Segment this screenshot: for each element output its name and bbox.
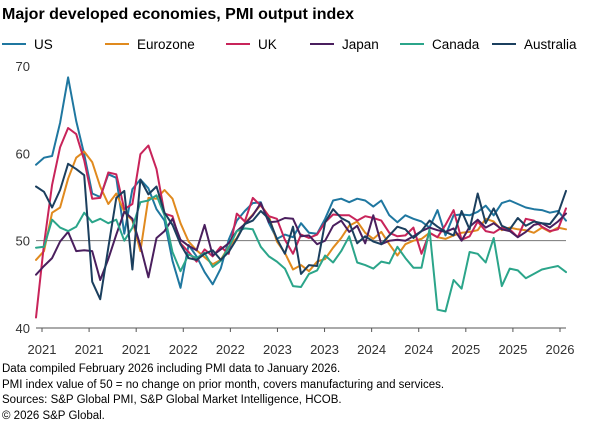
series-line-eurozone	[35, 150, 567, 273]
legend-item-us: US	[2, 35, 53, 53]
legend-label: Japan	[342, 36, 379, 52]
note-sources: Sources: S&P Global PMI, S&P Global Mark…	[2, 394, 342, 406]
y-tick-label: 70	[16, 59, 30, 74]
series-line-australia	[35, 162, 567, 301]
x-tick-label: 2025	[451, 342, 480, 357]
x-tick-label: 2023	[310, 342, 339, 357]
note-pmi-definition: PMI index value of 50 = no change on pri…	[2, 378, 445, 391]
x-tick-label: 2023	[263, 342, 292, 357]
legend-item-eurozone: Eurozone	[105, 35, 195, 53]
y-tick-label: 60	[16, 146, 30, 161]
legend-item-uk: UK	[226, 35, 277, 53]
note-copyright: © 2026 S&P Global.	[2, 409, 105, 422]
legend-label: Australia	[524, 36, 577, 52]
legend-swatch	[2, 43, 26, 45]
chart-notes: Data compiled February 2026 including PM…	[2, 362, 444, 424]
legend-label: Eurozone	[137, 36, 195, 52]
legend-item-japan: Japan	[310, 35, 379, 53]
legend-item-australia: Australia	[492, 35, 577, 53]
legend-label: UK	[258, 36, 277, 52]
legend-item-canada: Canada	[400, 35, 479, 53]
legend-swatch	[310, 43, 334, 45]
legend: US Eurozone UK Japan Canada Australia	[2, 35, 587, 53]
legend-swatch	[492, 43, 516, 45]
x-tick-label: 2021	[75, 342, 104, 357]
legend-swatch	[400, 43, 424, 45]
series-line-canada	[35, 194, 567, 313]
line-chart: 40 50 60 70 2021 2021 2021 2022 2022 2023 2023 2024…	[16, 59, 575, 357]
series-line-japan	[35, 202, 567, 281]
x-tick-label: 2021	[28, 342, 57, 357]
y-tick-label: 40	[16, 321, 30, 336]
legend-swatch	[105, 43, 129, 45]
chart-title: Major developed economies, PMI output in…	[2, 6, 355, 23]
note-data-compiled: Data compiled February 2026 including PM…	[2, 363, 341, 375]
series-line-us	[35, 76, 567, 289]
x-tick-label: 2021	[122, 342, 151, 357]
legend-label: Canada	[432, 36, 480, 52]
x-tick-label: 2024	[404, 342, 433, 357]
x-tick-label: 2026	[546, 342, 575, 357]
y-tick-label: 50	[16, 234, 30, 249]
x-tick-label: 2025	[498, 342, 527, 357]
legend-label: US	[34, 36, 53, 52]
x-tick-label: 2022	[216, 342, 245, 357]
legend-swatch	[226, 43, 250, 45]
x-tick-label: 2022	[169, 342, 198, 357]
x-tick-label: 2024	[357, 342, 386, 357]
